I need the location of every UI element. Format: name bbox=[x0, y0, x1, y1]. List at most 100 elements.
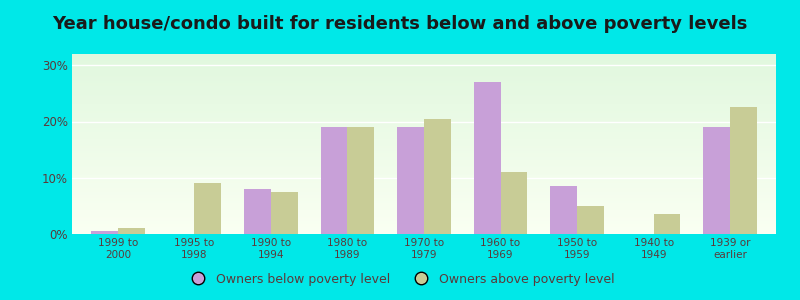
Bar bbox=[72, 137, 776, 138]
Bar bbox=[72, 158, 776, 159]
Bar bbox=[72, 186, 776, 187]
Bar bbox=[72, 196, 776, 197]
Bar bbox=[72, 222, 776, 223]
Bar bbox=[72, 175, 776, 176]
Bar bbox=[72, 155, 776, 156]
Bar bbox=[72, 209, 776, 210]
Bar bbox=[72, 194, 776, 195]
Bar bbox=[72, 185, 776, 186]
Bar bbox=[72, 91, 776, 92]
Bar bbox=[72, 164, 776, 165]
Bar bbox=[72, 202, 776, 203]
Bar bbox=[72, 145, 776, 146]
Bar bbox=[474, 82, 501, 234]
Bar bbox=[72, 217, 776, 218]
Bar bbox=[72, 136, 776, 137]
Bar bbox=[72, 161, 776, 162]
Legend: Owners below poverty level, Owners above poverty level: Owners below poverty level, Owners above… bbox=[181, 268, 619, 291]
Bar bbox=[72, 200, 776, 201]
Bar bbox=[72, 127, 776, 128]
Bar bbox=[72, 166, 776, 167]
Bar bbox=[72, 133, 776, 134]
Bar bbox=[72, 66, 776, 67]
Bar bbox=[72, 69, 776, 70]
Bar bbox=[72, 229, 776, 230]
Bar bbox=[72, 128, 776, 129]
Bar bbox=[72, 173, 776, 174]
Bar bbox=[72, 177, 776, 178]
Bar bbox=[271, 192, 298, 234]
Bar bbox=[72, 139, 776, 140]
Bar bbox=[72, 123, 776, 124]
Bar bbox=[72, 67, 776, 68]
Bar bbox=[72, 174, 776, 175]
Bar bbox=[72, 204, 776, 205]
Bar bbox=[72, 115, 776, 116]
Bar bbox=[72, 95, 776, 96]
Bar bbox=[72, 55, 776, 56]
Bar bbox=[72, 151, 776, 152]
Bar bbox=[72, 108, 776, 109]
Bar bbox=[72, 86, 776, 87]
Bar bbox=[72, 144, 776, 145]
Bar bbox=[72, 126, 776, 127]
Bar bbox=[501, 172, 527, 234]
Bar bbox=[72, 72, 776, 73]
Bar bbox=[730, 107, 757, 234]
Bar bbox=[72, 59, 776, 60]
Bar bbox=[72, 71, 776, 72]
Bar bbox=[72, 184, 776, 185]
Bar bbox=[72, 148, 776, 149]
Bar bbox=[72, 103, 776, 104]
Bar bbox=[72, 114, 776, 115]
Bar bbox=[72, 208, 776, 209]
Bar bbox=[72, 205, 776, 206]
Bar bbox=[72, 163, 776, 164]
Bar bbox=[72, 57, 776, 58]
Bar bbox=[72, 64, 776, 65]
Bar bbox=[72, 85, 776, 86]
Bar bbox=[72, 58, 776, 59]
Bar bbox=[72, 215, 776, 216]
Bar bbox=[72, 60, 776, 61]
Bar bbox=[72, 102, 776, 103]
Bar bbox=[72, 172, 776, 173]
Bar bbox=[72, 109, 776, 110]
Bar bbox=[72, 149, 776, 150]
Bar bbox=[72, 207, 776, 208]
Bar bbox=[72, 68, 776, 69]
Bar bbox=[72, 80, 776, 81]
Bar bbox=[72, 188, 776, 189]
Bar bbox=[72, 85, 776, 86]
Bar bbox=[72, 54, 776, 55]
Bar bbox=[72, 98, 776, 99]
Bar bbox=[72, 193, 776, 194]
Bar bbox=[72, 132, 776, 133]
Bar bbox=[550, 186, 577, 234]
Bar bbox=[72, 210, 776, 211]
Bar bbox=[72, 147, 776, 148]
Bar bbox=[72, 181, 776, 182]
Bar bbox=[72, 231, 776, 232]
Bar bbox=[244, 189, 271, 234]
Bar bbox=[72, 191, 776, 192]
Bar bbox=[72, 140, 776, 141]
Bar bbox=[72, 224, 776, 225]
Bar bbox=[72, 165, 776, 166]
Bar bbox=[72, 119, 776, 120]
Bar bbox=[72, 211, 776, 212]
Bar bbox=[72, 179, 776, 180]
Bar bbox=[72, 225, 776, 226]
Bar bbox=[72, 70, 776, 71]
Bar bbox=[72, 183, 776, 184]
Bar bbox=[72, 221, 776, 222]
Bar bbox=[72, 110, 776, 111]
Bar bbox=[72, 192, 776, 193]
Bar bbox=[72, 154, 776, 155]
Bar bbox=[72, 142, 776, 143]
Bar bbox=[72, 104, 776, 105]
Bar bbox=[72, 105, 776, 106]
Bar bbox=[72, 182, 776, 183]
Bar bbox=[72, 112, 776, 113]
Bar bbox=[72, 197, 776, 198]
